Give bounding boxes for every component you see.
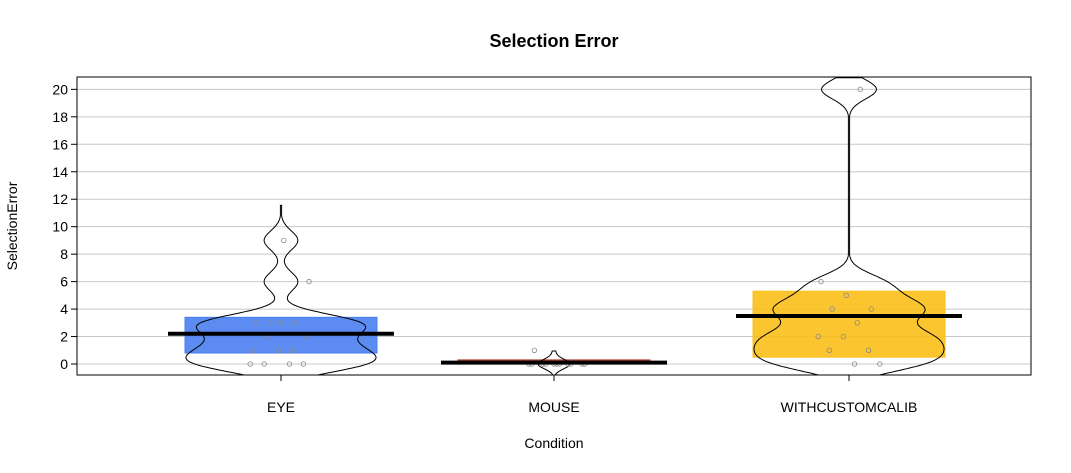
data-point bbox=[253, 320, 259, 326]
plot-area bbox=[168, 77, 962, 375]
data-point bbox=[261, 361, 267, 367]
y-tick-label: 6 bbox=[60, 274, 68, 290]
data-point bbox=[306, 278, 312, 285]
y-tick-label: 20 bbox=[52, 81, 68, 97]
data-point bbox=[851, 361, 858, 367]
y-axis: 0 2 4 6 8 10 12 14 16 18 20 bbox=[52, 81, 77, 372]
data-point bbox=[289, 347, 295, 353]
data-point bbox=[275, 347, 281, 353]
chart-title: Selection Error bbox=[489, 31, 618, 51]
data-point bbox=[840, 333, 847, 340]
violin-outline bbox=[185, 204, 377, 375]
data-point bbox=[818, 278, 824, 285]
data-point bbox=[857, 86, 863, 93]
x-tick-label: MOUSE bbox=[528, 399, 579, 415]
data-point bbox=[278, 320, 284, 326]
violin-outline bbox=[537, 350, 571, 375]
y-tick-label: 0 bbox=[60, 356, 68, 372]
x-axis-label: Condition bbox=[524, 435, 583, 451]
data-point bbox=[826, 347, 833, 353]
x-axis: EYE MOUSE WITHCUSTOMCALIB bbox=[267, 375, 917, 415]
y-tick-label: 4 bbox=[60, 301, 68, 317]
data-point bbox=[247, 361, 253, 367]
data-point bbox=[292, 320, 298, 326]
y-tick-label: 18 bbox=[52, 109, 68, 125]
y-axis-label: SelectionError bbox=[4, 181, 20, 270]
data-point bbox=[854, 320, 861, 326]
data-point bbox=[815, 333, 821, 340]
y-tick-label: 8 bbox=[60, 246, 68, 262]
data-point bbox=[286, 361, 293, 367]
data-point bbox=[267, 320, 273, 326]
x-tick-label: EYE bbox=[267, 399, 295, 415]
data-point bbox=[250, 347, 256, 353]
data-point bbox=[300, 361, 307, 367]
y-tick-label: 14 bbox=[52, 164, 68, 180]
data-point bbox=[877, 361, 883, 367]
x-tick-label: WITHCUSTOMCALIB bbox=[781, 399, 918, 415]
data-point bbox=[843, 292, 849, 299]
group-mouse bbox=[441, 347, 667, 375]
y-tick-label: 2 bbox=[60, 329, 68, 345]
data-point bbox=[281, 237, 287, 244]
y-tick-label: 16 bbox=[52, 136, 68, 152]
data-point bbox=[868, 306, 875, 312]
group-eye bbox=[168, 204, 394, 375]
y-tick-label: 12 bbox=[52, 191, 68, 207]
y-tick-label: 10 bbox=[52, 219, 68, 235]
data-point bbox=[865, 347, 872, 353]
data-point bbox=[531, 347, 538, 353]
data-point bbox=[829, 306, 835, 312]
violin-outline bbox=[753, 77, 945, 375]
hdi-box bbox=[752, 290, 946, 358]
group-withcustomcalib bbox=[736, 77, 962, 375]
